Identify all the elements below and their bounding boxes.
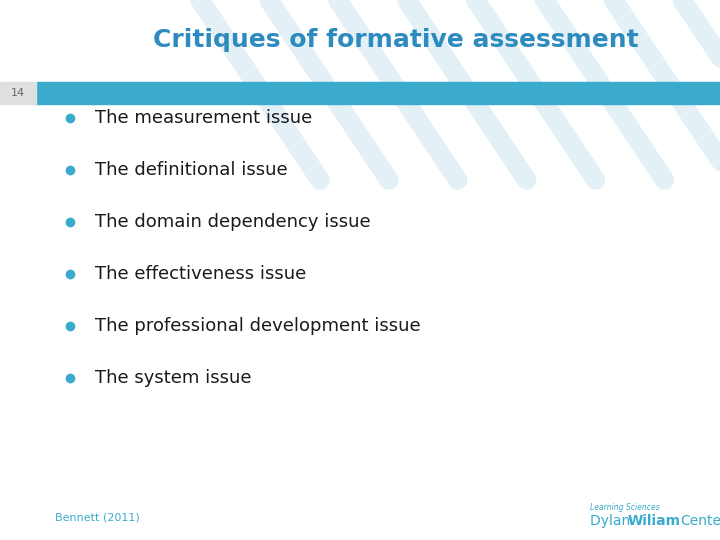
Text: Center: Center [680,514,720,528]
Bar [36,82,720,104]
Text: The definitional issue: The definitional issue [95,161,287,179]
Text: 14: 14 [11,88,25,98]
Text: Dylan: Dylan [590,514,634,528]
Text: Learning Sciences: Learning Sciences [590,503,660,512]
Text: The measurement issue: The measurement issue [95,109,312,127]
Text: Wiliam: Wiliam [628,514,681,528]
Text: The system issue: The system issue [95,369,251,387]
Text: The domain dependency issue: The domain dependency issue [95,213,371,231]
Text: The professional development issue: The professional development issue [95,317,420,335]
Bar [0,82,36,104]
Text: Bennett (2011): Bennett (2011) [55,513,140,523]
Text: Critiques of formative assessment: Critiques of formative assessment [153,28,639,52]
Text: The effectiveness issue: The effectiveness issue [95,265,306,283]
